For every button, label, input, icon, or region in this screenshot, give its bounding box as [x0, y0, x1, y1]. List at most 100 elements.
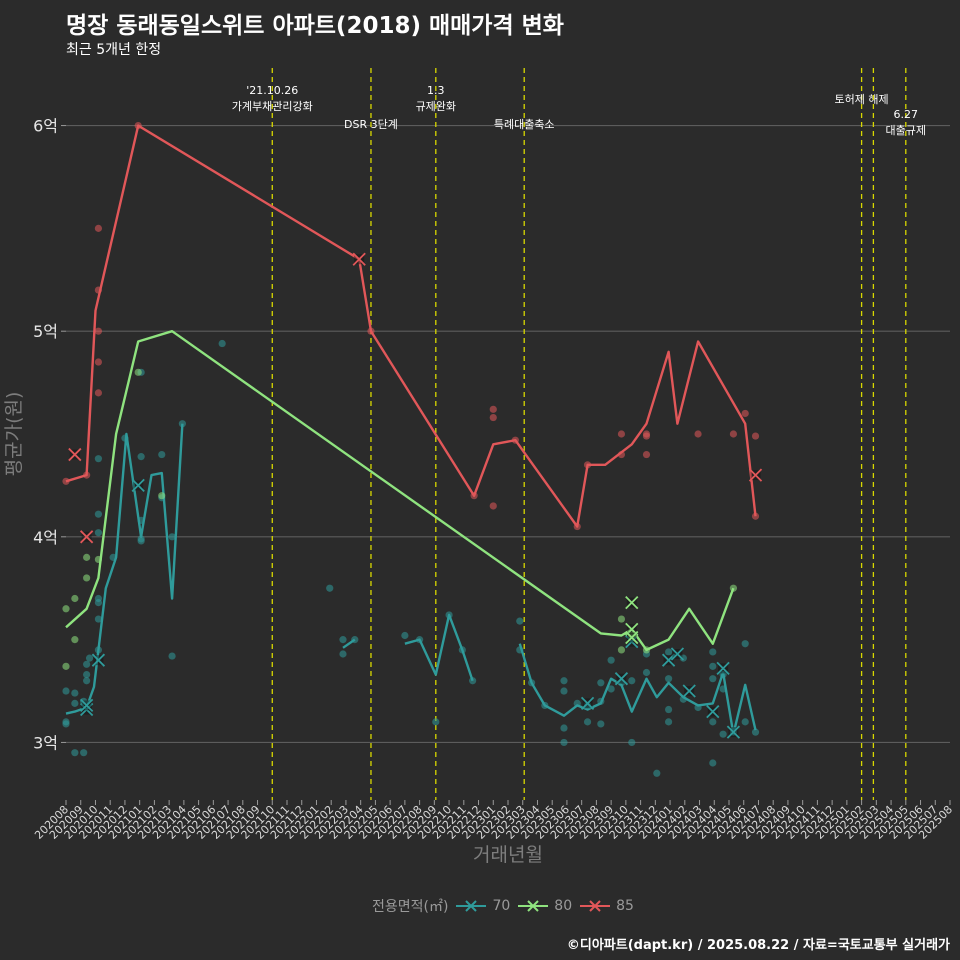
- y-tick-label: 6억: [33, 117, 58, 136]
- data-point: [741, 409, 749, 418]
- event-label: 1.3: [427, 84, 445, 97]
- data-point: [679, 654, 687, 662]
- data-point: [751, 728, 760, 736]
- data-point: [83, 553, 91, 561]
- cross-marker: [682, 684, 696, 698]
- data-point: [709, 662, 717, 670]
- series-line: [342, 638, 356, 649]
- data-point: [71, 594, 79, 603]
- data-point: [158, 450, 166, 459]
- series-line: [404, 613, 474, 682]
- legend: 전용면적(㎡) 70 80 85: [372, 896, 642, 916]
- x-axis-title: 거래년월: [473, 844, 543, 866]
- cross-marker: [726, 725, 741, 739]
- cross-marker: [68, 447, 82, 462]
- legend-label-80: 80: [554, 898, 573, 914]
- data-point: [617, 430, 626, 438]
- data-point: [729, 430, 738, 438]
- data-point: [583, 718, 592, 726]
- event-label: 가계부채관리강화: [232, 100, 313, 113]
- legend-key-80-icon: [518, 900, 549, 912]
- data-point: [560, 724, 568, 732]
- cross-marker: [748, 468, 763, 482]
- data-point: [664, 675, 673, 683]
- series-line: [65, 124, 757, 528]
- data-point: [709, 718, 717, 726]
- data-point: [158, 492, 166, 500]
- y-axis-title: 평균가(원): [3, 392, 25, 477]
- cross-marker: [625, 595, 639, 610]
- cross-marker: [79, 702, 94, 717]
- data-point: [80, 749, 88, 757]
- data-point: [401, 631, 409, 640]
- legend-label-70: 70: [492, 898, 511, 914]
- data-point: [168, 652, 176, 660]
- cross-marker: [625, 635, 639, 649]
- data-point: [642, 668, 651, 677]
- legend-key-85-icon: [580, 900, 611, 912]
- data-point: [741, 640, 749, 648]
- data-point: [617, 615, 626, 623]
- data-point: [94, 327, 103, 335]
- data-point: [617, 646, 626, 654]
- y-tick-label: 5억: [33, 322, 58, 341]
- chart-title: 명장 동래동일스위트 아파트(2018) 매매가격 변화: [66, 13, 564, 39]
- legend-label-85: 85: [616, 898, 634, 914]
- data-point: [560, 738, 568, 747]
- event-label: 6.27: [894, 108, 919, 121]
- data-point: [339, 650, 347, 658]
- series-70: [62, 339, 760, 777]
- chart-subtitle: 최근 5개년 한정: [66, 42, 162, 58]
- data-point: [62, 687, 70, 695]
- legend-item-85: 85: [580, 896, 634, 916]
- data-point: [83, 660, 91, 668]
- data-point: [642, 430, 651, 438]
- data-point: [432, 718, 440, 726]
- source-caption: ©디아파트(dapt.kr) / 2025.08.22 / 자료=국토교통부 실…: [566, 938, 950, 953]
- data-point: [326, 584, 334, 592]
- data-point: [560, 687, 568, 695]
- series-line: [65, 330, 735, 652]
- cross-marker: [79, 530, 94, 544]
- y-tick-label: 4억: [33, 528, 58, 547]
- legend-item-70: 70: [456, 896, 510, 916]
- data-point: [71, 689, 79, 697]
- data-point: [137, 537, 145, 545]
- series-line: [518, 643, 757, 736]
- data-point: [134, 368, 142, 376]
- series-85: [62, 121, 763, 544]
- data-point: [94, 510, 103, 518]
- y-tick-label: 3억: [33, 733, 58, 752]
- data-point: [94, 599, 103, 607]
- data-point: [719, 730, 727, 738]
- data-point: [137, 453, 145, 461]
- data-point: [489, 405, 497, 413]
- legend-item-80: 80: [518, 896, 572, 916]
- data-point: [339, 636, 347, 644]
- data-point: [709, 675, 717, 683]
- data-point: [83, 677, 91, 685]
- cross-marker: [91, 653, 106, 667]
- data-point: [709, 648, 717, 656]
- event-label: 대출규제: [886, 124, 926, 137]
- data-point: [168, 533, 176, 541]
- data-point: [751, 432, 760, 440]
- event-label: DSR 3단계: [344, 118, 398, 131]
- data-point: [94, 389, 103, 397]
- cross-marker: [131, 478, 145, 493]
- data-point: [94, 529, 103, 537]
- data-point: [607, 685, 615, 693]
- legend-key-70-icon: [456, 900, 487, 912]
- data-point: [94, 455, 103, 463]
- cross-marker: [614, 672, 629, 686]
- cross-marker: [580, 696, 595, 710]
- event-label: 규제완화: [416, 100, 456, 113]
- cross-marker: [706, 704, 720, 719]
- data-point: [664, 718, 673, 726]
- data-point: [653, 769, 661, 777]
- data-point: [71, 636, 79, 644]
- data-point: [94, 224, 103, 232]
- data-point: [642, 450, 651, 459]
- cross-marker: [716, 661, 730, 676]
- legend-title: 전용면적(㎡): [372, 899, 449, 915]
